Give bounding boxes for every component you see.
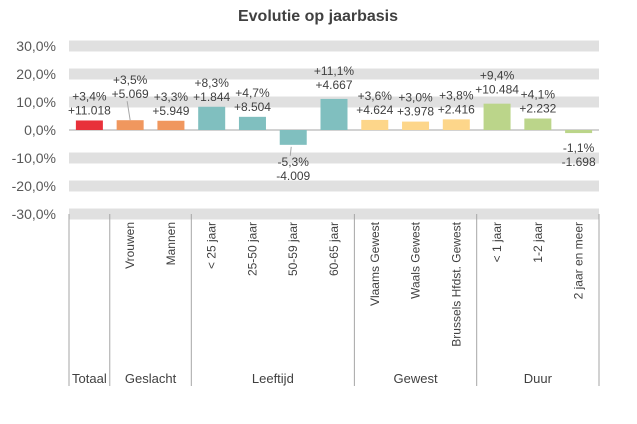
group-label: Gewest [393,371,437,386]
bar [524,118,552,130]
group-label: Duur [524,371,553,386]
data-label-abs: +3.978 [397,105,434,119]
category-label: 50-59 jaar [286,222,300,276]
category-label: 2 jaar en meer [572,222,586,299]
data-label-abs: +2.416 [438,102,475,116]
data-label-pct: +9,4% [480,69,515,83]
category-label: Vrouwen [123,222,137,269]
data-label-abs: +4.667 [315,78,352,92]
data-label-pct: +3,4% [72,89,107,103]
data-label-pct: +3,3% [154,90,189,104]
category-label: Vlaams Gewest [368,221,382,306]
group-label: Leeftijd [252,371,294,386]
bar [75,120,103,130]
bar [279,130,307,145]
bar [238,116,266,130]
bar [361,119,389,130]
data-label-abs: +11.018 [68,103,111,117]
category-label: Mannen [164,222,178,265]
bar [198,106,226,130]
data-label-pct: +3,8% [439,88,474,102]
data-label-abs: +4.624 [356,103,393,117]
y-tick-label: 0,0% [24,122,56,138]
data-label-pct: +3,0% [398,91,433,105]
y-tick-label: -20,0% [12,178,56,194]
y-tick-label: 10,0% [16,94,56,110]
data-label-abs: +8.504 [234,100,271,114]
category-label: Waals Gewest [409,221,423,299]
bar [442,119,470,130]
category-label: 1-2 jaar [531,222,545,263]
data-label-pct: -1,1% [563,141,595,155]
data-label-pct: +11,1% [314,64,354,78]
bar [483,103,511,130]
grid-band [69,40,599,52]
grid-band [69,152,599,164]
category-label: Brussels Hfdst. Gewest [449,221,463,346]
category-label: 25-50 jaar [245,222,259,276]
y-tick-label: 30,0% [16,38,56,54]
grid-band [69,180,599,192]
bar [565,130,593,134]
data-label-abs: +5.069 [112,87,149,101]
bar [157,120,185,130]
category-label: < 25 jaar [205,222,219,269]
bar [116,120,144,130]
grid-band [69,208,599,220]
leader-line [126,101,131,121]
data-label-abs: +2.232 [519,102,556,116]
data-label-pct: +4,1% [521,88,556,102]
data-label-pct: +8,3% [195,76,230,90]
leader-line [289,146,292,156]
data-label-abs: -4.009 [276,169,310,183]
data-label-abs: +1.844 [193,90,230,104]
grid-band [69,68,599,80]
data-label-abs: -1.698 [562,155,596,169]
y-tick-label: 20,0% [16,66,56,82]
y-tick-label: -30,0% [12,206,56,222]
group-label: Geslacht [125,371,177,386]
data-label-pct: +4,7% [235,86,270,100]
data-label-pct: +3,5% [113,73,148,87]
group-label: Totaal [72,371,107,386]
chart-title: Evolutie op jaarbasis [238,8,398,25]
data-label-abs: +10.484 [475,83,519,97]
y-tick-label: -10,0% [12,150,56,166]
data-label-pct: -5,3% [278,155,310,169]
category-label: 60-65 jaar [327,222,341,276]
bar [402,121,430,130]
category-label: < 1 jaar [490,222,504,262]
bar [320,98,348,130]
data-label-abs: +5.949 [152,104,189,118]
data-label-pct: +3,6% [358,89,393,103]
